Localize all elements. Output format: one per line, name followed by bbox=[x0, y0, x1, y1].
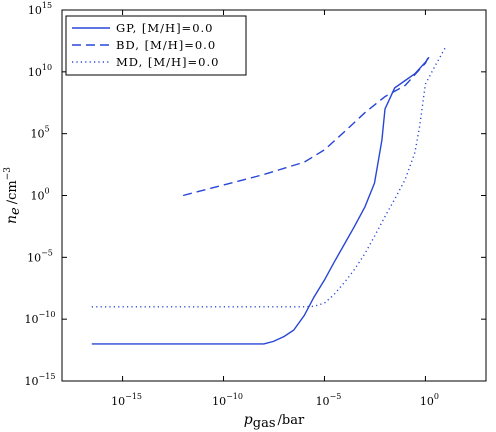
y-tick-label-2-base: 10 bbox=[25, 313, 39, 326]
x-tick-label-1: 10−15 bbox=[111, 392, 142, 408]
x-axis-symbol: p bbox=[244, 412, 253, 428]
y-axis-label: ne/cm−3 bbox=[3, 167, 23, 224]
x-axis-subscript: gas bbox=[253, 416, 276, 431]
x-tick-label-1-exp: −15 bbox=[125, 392, 142, 401]
y-tick-label-1-exp: −15 bbox=[39, 372, 56, 381]
y-tick-label-5-base: 10 bbox=[30, 128, 44, 141]
x-tick-label-4-exp: 0 bbox=[434, 392, 439, 401]
y-tick-label-4-base: 10 bbox=[30, 190, 44, 203]
y-tick-label-7: 1015 bbox=[28, 1, 52, 17]
y-axis-unit-exponent: −3 bbox=[3, 167, 13, 181]
x-tick-label-2-exp: −10 bbox=[226, 392, 243, 401]
y-tick-label-6-base: 10 bbox=[28, 66, 42, 79]
y-tick-label-5-exp: 5 bbox=[44, 125, 49, 134]
series-layer bbox=[91, 46, 447, 345]
y-tick-label-3-exp: −5 bbox=[41, 248, 53, 257]
legend-box bbox=[65, 15, 247, 76]
x-tick-label-3: 10−5 bbox=[316, 392, 342, 408]
y-tick-label-1: 10−15 bbox=[25, 372, 56, 388]
series-line-2 bbox=[182, 55, 430, 197]
legend: GP, [M/H]=0.0 BD, [M/H]=0.0 MD, [M/H]=0.0 bbox=[65, 15, 247, 76]
y-axis-symbol: n bbox=[4, 215, 20, 224]
y-tick-label-3: 10−5 bbox=[27, 248, 53, 264]
y-tick-label-7-exp: 15 bbox=[42, 1, 52, 10]
x-tick-label-2: 10−10 bbox=[212, 392, 243, 408]
y-tick-label-3-base: 10 bbox=[27, 251, 41, 264]
series-line-1 bbox=[91, 56, 430, 345]
y-axis-subscript: e bbox=[8, 207, 23, 215]
y-tick-label-2-exp: −10 bbox=[39, 310, 56, 319]
x-tick-label-2-base: 10 bbox=[212, 395, 226, 408]
x-tick-label-4: 100 bbox=[420, 392, 439, 408]
legend-label-1: GP, [M/H]=0.0 bbox=[116, 21, 213, 35]
y-tick-label-4-exp: 0 bbox=[44, 187, 49, 196]
y-tick-label-4: 100 bbox=[30, 187, 49, 203]
y-tick-label-6: 1010 bbox=[28, 63, 52, 79]
y-tick-label-2: 10−10 bbox=[25, 310, 56, 326]
x-tick-label-3-exp: −5 bbox=[330, 392, 342, 401]
x-axis-unit: /bar bbox=[278, 413, 305, 428]
y-tick-label-5: 105 bbox=[30, 125, 49, 141]
x-tick-label-4-base: 10 bbox=[420, 395, 434, 408]
y-axis-unit: /cm bbox=[5, 180, 20, 204]
series-line-3 bbox=[91, 46, 447, 308]
x-axis-label: pgas/bar bbox=[244, 412, 305, 431]
legend-label-2: BD, [M/H]=0.0 bbox=[116, 38, 216, 52]
y-tick-label-1-base: 10 bbox=[25, 375, 39, 388]
ticks-layer: 10−15 10−10 10−5 10010−1510−1010−5100105101… bbox=[25, 1, 486, 408]
legend-label-3: MD, [M/H]=0.0 bbox=[116, 55, 219, 69]
x-tick-label-3-base: 10 bbox=[316, 395, 330, 408]
y-tick-label-6-exp: 10 bbox=[42, 63, 52, 72]
x-tick-label-1-base: 10 bbox=[111, 395, 125, 408]
y-tick-label-7-base: 10 bbox=[28, 4, 42, 17]
